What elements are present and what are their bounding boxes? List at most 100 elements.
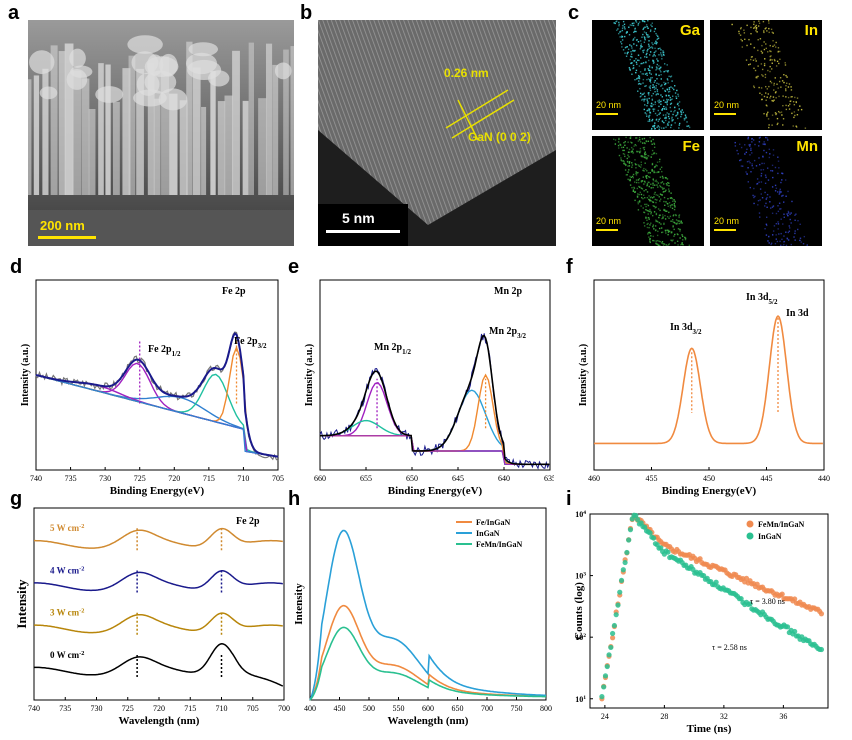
eds-dot: [766, 96, 768, 98]
eds-dot: [647, 231, 650, 234]
eds-dot: [668, 217, 670, 219]
data-point: [610, 635, 616, 641]
peak-label-mn2p12: Mn 2p1/2: [374, 342, 412, 356]
x-tick-label: 450: [334, 704, 346, 713]
eds-dot: [664, 210, 667, 212]
sem-rod-tip: [144, 70, 177, 94]
sem-rod-tip: [188, 42, 219, 57]
x-axis-label: Time (ns): [687, 723, 732, 735]
data-point: [618, 577, 625, 584]
eds-dot: [640, 62, 642, 65]
eds-dot: [775, 41, 777, 44]
eds-dot: [755, 30, 757, 32]
eds-dot: [662, 99, 665, 102]
eds-dot: [678, 220, 680, 222]
eds-dot: [762, 20, 765, 23]
hrtem-scalebar-label: 5 nm: [342, 210, 375, 226]
eds-dot: [755, 76, 757, 79]
eds-dot: [791, 112, 793, 115]
legend-label: InGaN: [758, 532, 782, 541]
eds-dot: [653, 170, 655, 172]
eds-dot: [668, 113, 670, 115]
eds-dot: [679, 230, 681, 232]
eds-dot: [635, 71, 637, 74]
eds-dot: [769, 50, 771, 52]
eds-dot: [656, 89, 659, 91]
eds-dot: [756, 77, 758, 79]
eds-dot: [773, 225, 776, 227]
eds-dot: [641, 45, 643, 48]
data-point: [617, 589, 623, 595]
eds-dot: [760, 63, 763, 65]
eds-dot: [659, 214, 661, 216]
eds-dot: [651, 99, 654, 101]
eds-dot: [777, 221, 779, 223]
eds-scalebar: [596, 113, 618, 115]
eds-dot: [655, 87, 657, 89]
eds-dot: [625, 55, 628, 57]
sem-nanorod: [42, 68, 49, 195]
lattice-plane-label: GaN (0 0 2): [468, 130, 531, 144]
x-tick-label: 24: [601, 712, 609, 721]
eds-dot: [638, 185, 640, 188]
eds-dot: [755, 60, 757, 62]
eds-dot: [640, 181, 643, 183]
eds-dot: [750, 149, 752, 151]
eds-dot: [649, 199, 651, 201]
eds-dot: [766, 224, 768, 227]
eds-dot: [787, 86, 790, 88]
eds-dot: [778, 193, 780, 195]
eds-dot: [788, 108, 791, 110]
eds-dot: [673, 199, 675, 201]
eds-dot: [638, 201, 641, 203]
eds-dot: [654, 166, 656, 168]
eds-dot: [659, 67, 662, 69]
eds-dot: [793, 111, 796, 113]
eds-dot: [647, 233, 649, 235]
eds-dot: [768, 156, 771, 159]
eds-dot: [637, 77, 640, 79]
eds-dot: [663, 127, 665, 129]
y-axis-label: Intensity (a.u.): [578, 344, 589, 407]
eds-dot: [653, 88, 656, 90]
eds-dot: [651, 162, 654, 165]
eds-dot: [668, 185, 670, 187]
baseline: [35, 374, 279, 458]
eds-scalebar-label: 20 nm: [596, 100, 622, 110]
eds-dot: [666, 124, 669, 126]
eds-dot: [658, 101, 660, 104]
eds-dot: [650, 102, 653, 105]
eds-dot: [660, 127, 663, 129]
chart-title: In 3d: [786, 308, 809, 319]
eds-dot: [785, 89, 787, 92]
eds-dot: [675, 214, 677, 217]
eds-dot: [662, 51, 665, 54]
eds-dot: [758, 137, 761, 139]
eds-dot: [613, 22, 615, 24]
data-point: [633, 512, 639, 519]
eds-dot: [754, 25, 757, 28]
data-point: [610, 630, 616, 637]
eds-dot: [665, 95, 668, 97]
eds-dot: [773, 58, 776, 61]
eds-dot: [781, 172, 784, 175]
x-tick-label: 730: [91, 704, 103, 713]
eds-dot: [657, 230, 659, 233]
eds-dot: [646, 174, 648, 177]
eds-dot: [672, 113, 674, 116]
eds-dot: [656, 82, 658, 85]
eds-dot: [632, 152, 634, 154]
eds-dot: [775, 187, 778, 189]
eds-dot: [748, 63, 750, 66]
panel-label-h: h: [288, 488, 301, 510]
eds-dot: [658, 196, 660, 198]
eds-dot: [665, 117, 667, 119]
eds-dot: [657, 239, 659, 242]
eds-dot: [781, 179, 783, 181]
eds-dot: [644, 69, 646, 71]
eds-dot: [677, 117, 679, 120]
eds-dot: [653, 126, 655, 128]
eds-dot: [654, 127, 656, 130]
